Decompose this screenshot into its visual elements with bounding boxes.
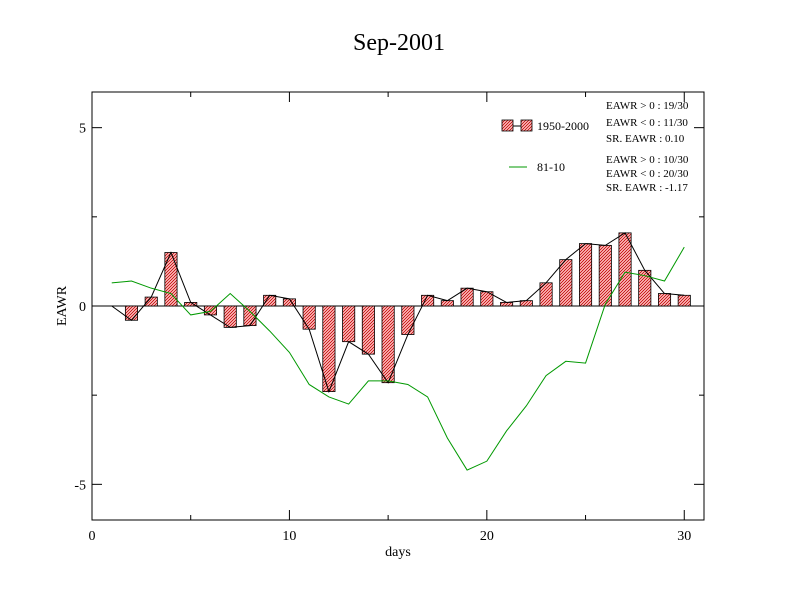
bar — [124, 305, 139, 321]
y-tick-label: -5 — [74, 478, 86, 493]
line-1950-2000 — [111, 232, 685, 394]
y-tick-label: 0 — [79, 300, 86, 315]
stat-line: EAWR < 0 : 20/30 — [606, 168, 689, 180]
legend-label-bars: 1950-2000 — [537, 119, 589, 133]
bar-series-1950-2000 — [124, 232, 691, 392]
bar — [500, 302, 514, 307]
y-axis-label: EAWR — [55, 285, 70, 326]
x-tick-label: 30 — [677, 529, 691, 544]
legend-swatch-bar-left — [501, 119, 514, 132]
x-tick-label: 20 — [480, 529, 494, 544]
x-axis-label: days — [385, 545, 411, 560]
bar — [657, 293, 672, 307]
bar — [302, 305, 316, 330]
legend-label-line: 81-10 — [537, 160, 565, 174]
x-tick-label: 10 — [282, 529, 296, 544]
bar — [361, 305, 375, 355]
legend-swatch-bar-right — [520, 119, 533, 132]
chart-title: Sep-2001 — [353, 30, 445, 56]
stat-line: SR. EAWR : 0.10 — [606, 133, 685, 145]
stat-line: EAWR > 0 : 10/30 — [606, 154, 689, 166]
stat-line: EAWR < 0 : 11/30 — [606, 117, 688, 129]
x-tick-label: 0 — [89, 529, 96, 544]
bar — [440, 300, 454, 307]
bar — [263, 294, 277, 307]
bar — [677, 294, 691, 307]
line-series — [111, 232, 685, 471]
bar — [559, 259, 573, 307]
bar — [618, 232, 632, 307]
legend: 1950-2000 81-10 — [501, 119, 589, 174]
bar — [342, 305, 356, 343]
bar — [579, 243, 593, 307]
line-81-10 — [111, 246, 685, 471]
bar — [401, 305, 415, 335]
stat-line: SR. EAWR : -1.17 — [606, 182, 688, 194]
y-tick-label: 5 — [79, 122, 86, 137]
stat-line: EAWR > 0 : 19/30 — [606, 100, 689, 112]
stats-annotations: EAWR > 0 : 19/30 EAWR < 0 : 11/30 SR. EA… — [606, 100, 689, 194]
